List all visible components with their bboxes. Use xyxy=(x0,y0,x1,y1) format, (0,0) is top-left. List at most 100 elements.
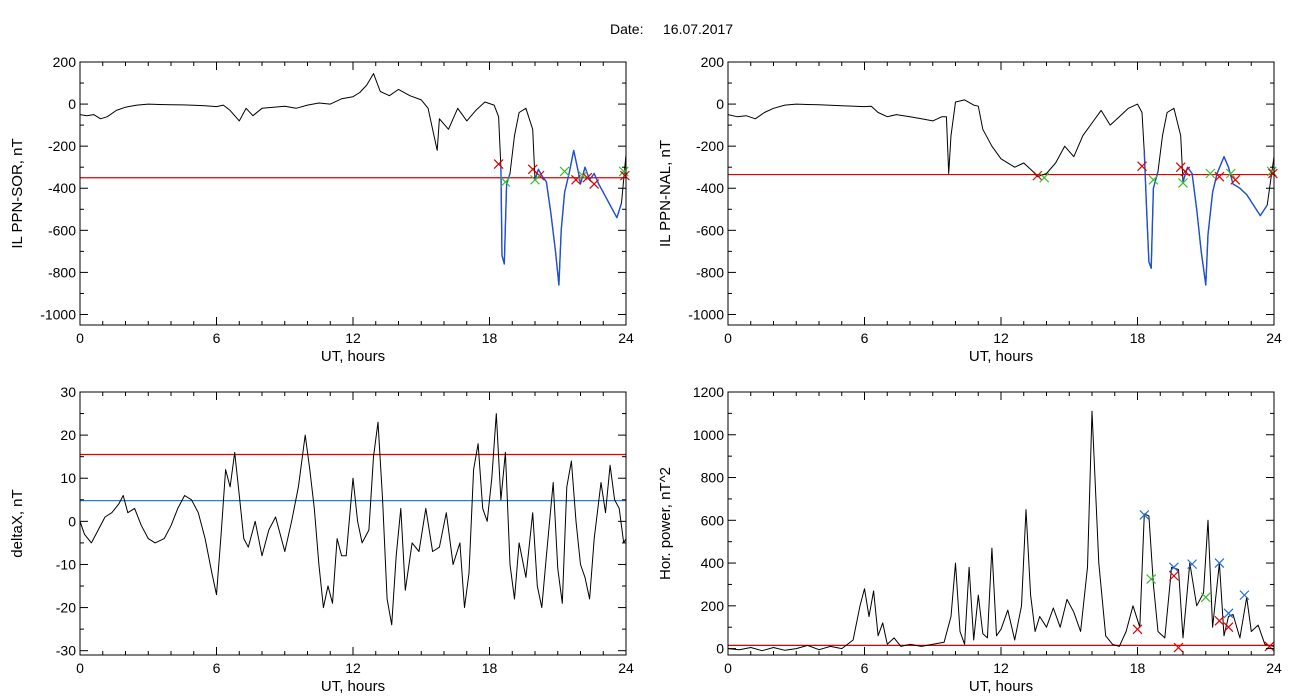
x-axis-label: UT, hours xyxy=(321,348,385,365)
y-tick-label: 600 xyxy=(701,512,725,528)
series-line-2 xyxy=(1182,156,1268,286)
y-tick-label: -600 xyxy=(696,222,724,238)
x-tick-label: 12 xyxy=(345,330,361,346)
y-tick-label: -200 xyxy=(696,138,724,154)
plot-frame xyxy=(727,61,1275,326)
x-tick-label: 0 xyxy=(76,660,84,676)
y-tick-label: 200 xyxy=(53,54,77,70)
x-tick-label: 12 xyxy=(993,330,1009,346)
data-marker xyxy=(1132,624,1143,635)
x-tick-label: 12 xyxy=(993,660,1009,676)
data-marker xyxy=(1137,161,1147,172)
data-marker xyxy=(1168,570,1179,581)
data-marker xyxy=(493,159,504,169)
y-tick-label: 0 xyxy=(716,641,724,657)
x-axis-label: UT, hours xyxy=(969,348,1033,365)
data-marker xyxy=(1200,592,1211,603)
series-line-0 xyxy=(728,99,1274,286)
x-tick-label: 18 xyxy=(1130,330,1146,346)
x-tick-label: 6 xyxy=(213,660,221,676)
series-line-1 xyxy=(500,167,511,265)
data-marker xyxy=(619,170,630,181)
data-marker xyxy=(1173,642,1184,653)
data-marker xyxy=(1180,166,1191,177)
data-marker xyxy=(1039,172,1050,183)
y-tick-label: 0 xyxy=(716,96,724,112)
date-value: 16.07.2017 xyxy=(663,21,733,37)
data-marker xyxy=(1214,558,1225,568)
x-tick-label: 24 xyxy=(618,660,634,676)
x-tick-label: 6 xyxy=(213,330,221,346)
data-marker xyxy=(500,177,511,187)
series-line-2 xyxy=(534,149,623,286)
series-group xyxy=(728,410,1274,652)
panel-il-nal: 0 6 12 18 24 -1000 -800 -600 -400 -200 0 200 UT, hou… xyxy=(657,54,1282,365)
panel-il-sor: 0 6 12 18 24 -1000 -800 -600 -400 -200 0 200 UT, hou… xyxy=(9,54,634,365)
x-axis-label: UT, hours xyxy=(321,678,385,695)
x-tick-label: 0 xyxy=(724,660,732,676)
x-tick-label: 24 xyxy=(618,330,634,346)
x-tick-label: 12 xyxy=(345,660,361,676)
series-group xyxy=(80,413,626,626)
data-marker xyxy=(1223,608,1234,619)
data-marker xyxy=(1264,641,1275,652)
series-group xyxy=(80,73,626,286)
y-tick-label: 10 xyxy=(60,470,76,486)
data-marker xyxy=(589,179,600,189)
x-tick-label: 0 xyxy=(724,330,732,346)
data-marker xyxy=(559,166,570,177)
y-tick-label: -30 xyxy=(56,643,76,659)
data-marker xyxy=(530,174,540,185)
plot-frame xyxy=(79,391,627,656)
series-group xyxy=(728,99,1274,286)
data-marker xyxy=(1267,168,1278,179)
data-marker xyxy=(1139,510,1150,520)
y-tick-label: 20 xyxy=(60,427,76,443)
y-tick-label: 200 xyxy=(701,598,725,614)
data-marker xyxy=(1223,622,1234,633)
data-marker xyxy=(1178,178,1188,188)
data-marker xyxy=(1187,559,1198,570)
y-tick-label: -400 xyxy=(696,180,724,196)
panel-deltax: 0 6 12 18 24 -30 -20 -10 0 10 20 30 UT, hours deltaX,… xyxy=(9,384,634,695)
y-tick-label: 1200 xyxy=(693,384,724,400)
series-line-0 xyxy=(80,413,626,626)
data-marker xyxy=(1230,174,1241,185)
data-marker xyxy=(1146,574,1157,585)
data-marker xyxy=(1148,174,1159,185)
y-tick-label: 30 xyxy=(60,384,76,400)
y-tick-label: 0 xyxy=(68,513,76,529)
y-tick-label: -10 xyxy=(56,556,76,572)
y-tick-label: -200 xyxy=(48,138,76,154)
y-tick-label: -20 xyxy=(56,600,76,616)
data-marker xyxy=(1168,562,1179,573)
data-marker xyxy=(571,174,581,185)
y-tick-label: 0 xyxy=(68,96,76,112)
y-tick-label: -800 xyxy=(48,264,76,280)
data-marker xyxy=(1205,168,1216,179)
data-marker xyxy=(1214,171,1225,182)
data-marker xyxy=(1239,590,1250,601)
series-line-0 xyxy=(728,410,1274,652)
x-tick-label: 18 xyxy=(482,660,498,676)
y-axis-label: Hor. power, nT^2 xyxy=(657,467,674,580)
data-marker xyxy=(1214,615,1225,626)
y-tick-label: -1000 xyxy=(40,306,76,322)
y-tick-label: 1000 xyxy=(693,427,724,443)
y-tick-label: 800 xyxy=(701,470,725,486)
y-axis-label: IL PPN-SOR, nT xyxy=(9,138,26,248)
data-marker xyxy=(1225,168,1236,179)
x-tick-label: 24 xyxy=(1266,330,1282,346)
x-axis-label: UT, hours xyxy=(969,678,1033,695)
x-tick-label: 0 xyxy=(76,330,84,346)
y-tick-label: -800 xyxy=(696,264,724,280)
plot-frame xyxy=(727,391,1275,656)
date-label: Date: xyxy=(610,21,643,37)
x-tick-label: 18 xyxy=(1130,660,1146,676)
data-marker xyxy=(1032,170,1043,181)
y-tick-label: -1000 xyxy=(688,306,724,322)
y-tick-label: -400 xyxy=(48,180,76,196)
